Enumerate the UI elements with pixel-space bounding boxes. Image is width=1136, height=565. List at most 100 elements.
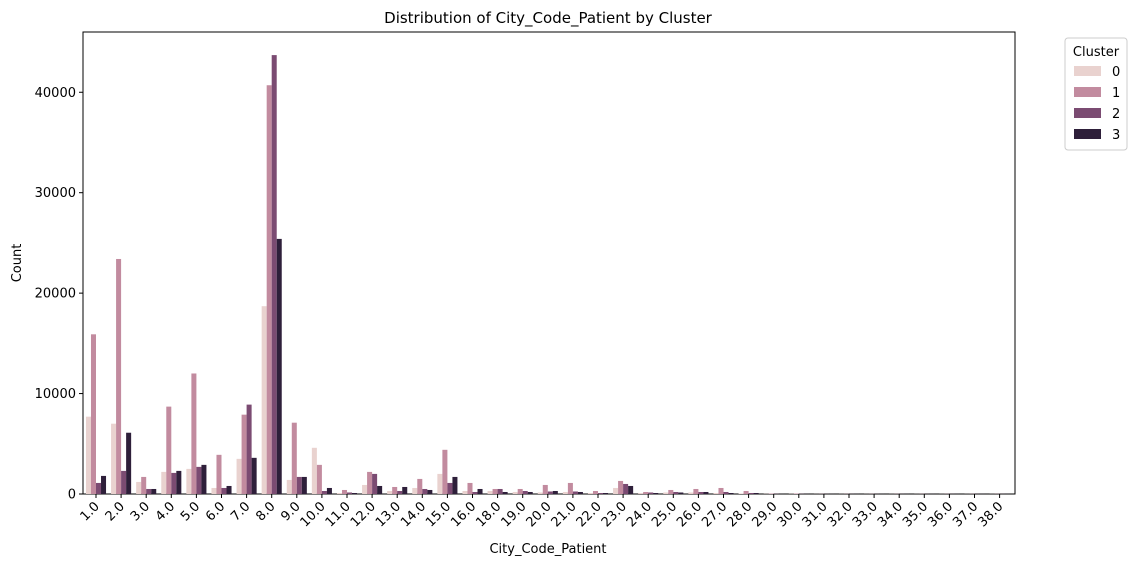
bar-24.0-cluster-0 <box>638 493 644 494</box>
bar-7.0-cluster-0 <box>236 458 242 494</box>
x-tick-label: 33.0 <box>850 499 881 530</box>
bar-8.0-cluster-1 <box>266 85 272 494</box>
bar-12.0-cluster-2 <box>372 473 378 494</box>
x-tick-label: 11.0 <box>323 499 354 530</box>
x-tick-label: 10.0 <box>298 499 329 530</box>
bar-3.0-cluster-1 <box>141 476 147 494</box>
bar-10.0-cluster-1 <box>316 464 322 494</box>
bar-20.0-cluster-0 <box>537 492 543 494</box>
bar-28.0-cluster-0 <box>738 493 744 494</box>
y-axis: 0 10000 20000 30000 40000 <box>35 86 83 503</box>
bar-21.0-cluster-0 <box>562 491 568 494</box>
bar-19.0-cluster-3 <box>527 491 533 494</box>
x-tick-label: 19.0 <box>498 499 529 530</box>
bar-7.0-cluster-2 <box>246 404 252 494</box>
bar-19.0-cluster-2 <box>522 490 528 494</box>
bar-15.0-cluster-0 <box>437 473 443 494</box>
x-tick-label: 27.0 <box>699 499 730 530</box>
bar-24.0-cluster-1 <box>643 491 649 494</box>
bar-6.0-cluster-2 <box>221 487 227 494</box>
bar-16.0-cluster-2 <box>472 491 478 494</box>
bar-8.0-cluster-3 <box>276 238 282 494</box>
y-tick-label: 40000 <box>35 86 76 101</box>
x-tick-label: 35.0 <box>900 499 931 530</box>
x-tick-label: 1.0 <box>78 499 103 524</box>
bars-group <box>85 55 1010 494</box>
bar-22.0-cluster-0 <box>587 493 593 494</box>
bar-27.0-cluster-0 <box>713 493 719 494</box>
bar-10.0-cluster-0 <box>311 447 317 494</box>
bar-18.0-cluster-3 <box>502 491 508 494</box>
bar-5.0-cluster-3 <box>201 464 207 494</box>
bar-13.0-cluster-1 <box>392 486 398 494</box>
bar-11.0-cluster-0 <box>336 493 342 494</box>
x-tick-label: 26.0 <box>674 499 705 530</box>
bar-12.0-cluster-0 <box>362 484 368 494</box>
bar-26.0-cluster-1 <box>693 488 699 494</box>
bar-25.0-cluster-3 <box>678 492 684 494</box>
bar-2.0-cluster-1 <box>116 258 122 494</box>
bar-6.0-cluster-3 <box>226 485 232 494</box>
bar-13.0-cluster-2 <box>397 490 403 494</box>
legend-title: Cluster <box>1073 45 1120 60</box>
x-tick-label: 29.0 <box>749 499 780 530</box>
bar-10.0-cluster-2 <box>321 490 327 494</box>
bar-19.0-cluster-0 <box>512 491 518 494</box>
bar-11.0-cluster-1 <box>341 489 347 494</box>
x-tick-label: 2.0 <box>103 499 128 524</box>
bar-5.0-cluster-1 <box>191 373 197 494</box>
bar-9.0-cluster-0 <box>286 479 292 494</box>
x-tick-label: 14.0 <box>398 499 429 530</box>
bar-28.0-cluster-1 <box>743 490 749 494</box>
bar-21.0-cluster-3 <box>577 491 583 494</box>
bar-1.0-cluster-0 <box>85 416 91 494</box>
bar-28.0-cluster-2 <box>748 493 754 494</box>
bar-11.0-cluster-2 <box>347 492 353 494</box>
x-tick-label: 24.0 <box>624 499 655 530</box>
bar-7.0-cluster-3 <box>251 457 257 494</box>
y-tick-label: 20000 <box>35 287 76 302</box>
bar-21.0-cluster-2 <box>572 491 578 494</box>
bar-5.0-cluster-2 <box>196 466 202 494</box>
legend-items: 0 1 2 3 <box>1074 65 1120 143</box>
bar-2.0-cluster-3 <box>126 432 132 494</box>
bar-13.0-cluster-0 <box>387 490 393 494</box>
bar-22.0-cluster-2 <box>598 493 604 494</box>
bar-12.0-cluster-3 <box>377 485 383 494</box>
bar-6.0-cluster-0 <box>211 487 217 494</box>
bar-4.0-cluster-2 <box>171 472 177 494</box>
x-tick-label: 8.0 <box>253 499 278 524</box>
legend-label-3: 3 <box>1112 128 1120 143</box>
x-tick-label: 30.0 <box>775 499 806 530</box>
bar-7.0-cluster-1 <box>241 414 247 494</box>
bar-9.0-cluster-2 <box>296 476 302 494</box>
bar-18.0-cluster-1 <box>492 488 498 494</box>
bar-13.0-cluster-3 <box>402 486 408 494</box>
bar-8.0-cluster-0 <box>261 306 267 494</box>
bar-29.0-cluster-1 <box>768 493 774 494</box>
bar-22.0-cluster-3 <box>603 493 609 494</box>
x-tick-label: 18.0 <box>473 499 504 530</box>
bar-30.0-cluster-1 <box>793 493 799 494</box>
bar-6.0-cluster-1 <box>216 454 222 494</box>
bar-3.0-cluster-3 <box>151 488 157 494</box>
bar-9.0-cluster-1 <box>291 422 297 494</box>
x-tick-label: 21.0 <box>549 499 580 530</box>
bar-23.0-cluster-1 <box>618 480 624 494</box>
bar-9.0-cluster-3 <box>301 476 307 494</box>
bar-4.0-cluster-0 <box>161 471 167 494</box>
legend-label-2: 2 <box>1112 107 1120 122</box>
bar-16.0-cluster-1 <box>467 482 473 494</box>
x-tick-label: 22.0 <box>574 499 605 530</box>
x-tick-label: 12.0 <box>348 499 379 530</box>
legend-swatch-3 <box>1074 129 1101 139</box>
x-tick-label: 15.0 <box>423 499 454 530</box>
x-tick-label: 37.0 <box>950 499 981 530</box>
bar-28.0-cluster-3 <box>753 493 759 494</box>
bar-10.0-cluster-3 <box>326 487 332 494</box>
bar-21.0-cluster-1 <box>567 482 573 494</box>
x-tick-label: 16.0 <box>448 499 479 530</box>
bar-27.0-cluster-1 <box>718 487 724 494</box>
bar-15.0-cluster-2 <box>447 482 453 494</box>
x-tick-label: 4.0 <box>153 499 178 524</box>
